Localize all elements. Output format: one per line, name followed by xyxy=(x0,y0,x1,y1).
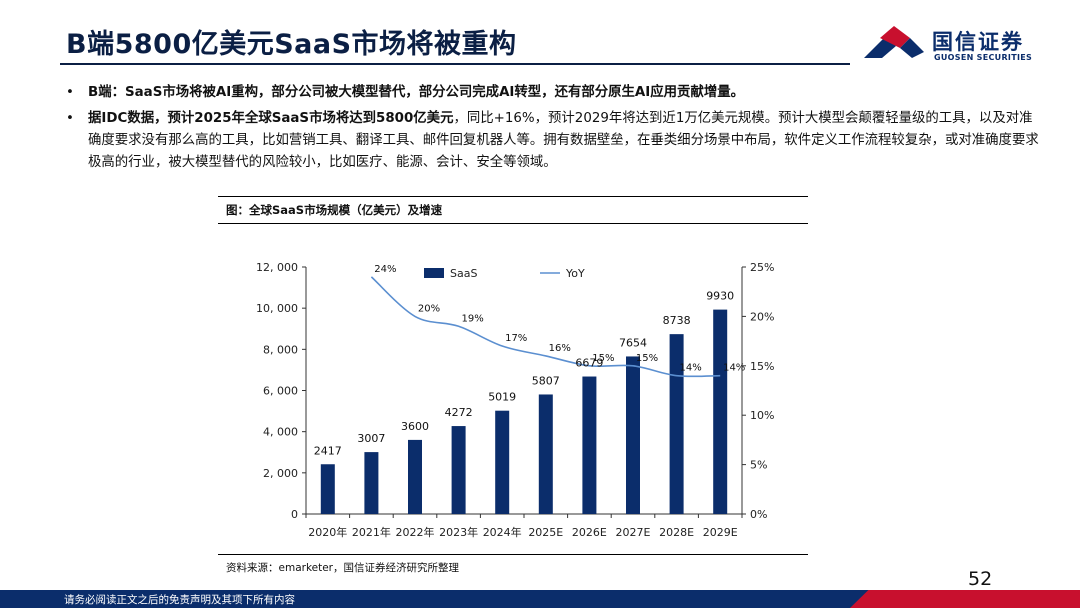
page-number: 52 xyxy=(968,568,993,590)
bullet-dot-icon: • xyxy=(66,111,74,126)
left-tick-label: 4, 000 xyxy=(263,426,298,439)
figure-title-rule xyxy=(218,223,808,224)
company-logo: 国信证券 GUOSEN SECURITIES xyxy=(860,24,1040,68)
x-tick-label: 2028E xyxy=(659,526,694,539)
yoy-value-label: 19% xyxy=(461,313,483,324)
bar-saas xyxy=(408,439,422,514)
left-tick-label: 8, 000 xyxy=(263,343,298,356)
yoy-value-label: 15% xyxy=(636,353,658,364)
bar-saas xyxy=(451,426,466,514)
bar-value-label: 2417 xyxy=(314,444,342,457)
bar-saas xyxy=(582,376,597,514)
page-title: B端5800亿美元SaaS市场将被重构 xyxy=(66,29,517,60)
title-divider xyxy=(60,63,850,65)
legend-yoy-label: YoY xyxy=(565,267,585,280)
yoy-value-label: 14% xyxy=(679,363,701,374)
yoy-value-label: 24% xyxy=(374,264,396,275)
bar-value-label: 7654 xyxy=(619,336,647,349)
x-tick-label: 2022年 xyxy=(396,525,435,539)
left-tick-label: 0 xyxy=(291,508,298,521)
figure-top-rule xyxy=(218,196,808,197)
yoy-line xyxy=(370,276,721,378)
logo-mark-icon xyxy=(864,26,924,58)
figure-title: 图：全球SaaS市场规模（亿美元）及增速 xyxy=(226,203,443,217)
x-tick-label: 2020年 xyxy=(308,525,347,539)
bar-saas xyxy=(538,394,553,514)
yoy-value-label: 20% xyxy=(418,303,440,314)
bar-saas xyxy=(626,356,640,514)
bar-value-label: 3600 xyxy=(401,420,429,433)
legend-saas-label: SaaS xyxy=(450,267,477,280)
x-tick-label: 2025E xyxy=(528,526,563,539)
right-tick-label: 5% xyxy=(750,459,767,472)
footer-bar xyxy=(0,590,1080,608)
bullet-text: ，同比+16%，预计2029年将达到近1万亿美元规模。预计大模型会颠覆轻量级的工… xyxy=(88,111,1039,170)
bullet-list: • B端：SaaS市场将被AI重构，部分公司被大模型替代，部分公司完成AI转型，… xyxy=(64,82,1044,178)
left-tick-label: 10, 000 xyxy=(256,302,298,315)
x-tick-label: 2027E xyxy=(616,526,651,539)
left-tick-label: 2, 000 xyxy=(263,467,298,480)
bar-saas xyxy=(495,410,510,514)
x-tick-label: 2029E xyxy=(703,526,738,539)
bullet-dot-icon: • xyxy=(66,85,74,100)
bar-value-label: 3007 xyxy=(357,432,385,445)
bar-saas xyxy=(669,334,684,514)
yoy-value-label: 17% xyxy=(505,333,527,344)
right-tick-label: 20% xyxy=(750,310,774,323)
footer-accent xyxy=(850,590,1080,608)
bar-value-label: 4272 xyxy=(445,406,473,419)
right-tick-label: 15% xyxy=(750,360,774,373)
bar-saas xyxy=(364,452,379,514)
footer-disclaimer: 请务必阅读正文之后的免责声明及其项下所有内容 xyxy=(64,594,295,606)
bar-saas xyxy=(713,309,728,514)
legend-saas-swatch xyxy=(424,268,444,278)
right-tick-label: 0% xyxy=(750,508,767,521)
bar-value-label: 5807 xyxy=(532,374,560,387)
bar-value-label: 5019 xyxy=(488,391,516,404)
bullet-bold-text: B端：SaaS市场将被AI重构，部分公司被大模型替代，部分公司完成AI转型，还有… xyxy=(88,85,745,100)
left-tick-label: 6, 000 xyxy=(263,385,298,398)
right-tick-label: 25% xyxy=(750,261,774,274)
x-tick-label: 2024年 xyxy=(483,525,522,539)
bar-value-label: 9930 xyxy=(706,290,734,303)
figure-source-rule xyxy=(218,554,808,555)
bar-value-label: 8738 xyxy=(663,314,691,327)
bullet-item: • 据IDC数据，预计2025年全球SaaS市场将达到5800亿美元，同比+16… xyxy=(64,108,1044,174)
x-tick-label: 2026E xyxy=(572,526,607,539)
figure-source: 资料来源：emarketer，国信证券经济研究所整理 xyxy=(226,562,459,574)
yoy-value-label: 15% xyxy=(592,353,614,364)
logo-text-en: GUOSEN SECURITIES xyxy=(934,53,1033,62)
yoy-value-label: 16% xyxy=(549,343,571,354)
bar-value-label: 6679 xyxy=(575,357,603,370)
right-tick-label: 10% xyxy=(750,409,774,422)
logo-text-cn: 国信证券 xyxy=(932,30,1024,54)
bullet-bold-text: 据IDC数据，预计2025年全球SaaS市场将达到5800亿美元 xyxy=(88,111,454,126)
yoy-value-label: 14% xyxy=(723,363,745,374)
bullet-item: • B端：SaaS市场将被AI重构，部分公司被大模型替代，部分公司完成AI转型，… xyxy=(64,82,1044,104)
x-tick-label: 2023年 xyxy=(439,525,478,539)
x-tick-label: 2021年 xyxy=(352,525,391,539)
left-tick-label: 12, 000 xyxy=(256,261,298,274)
bar-saas xyxy=(320,464,335,514)
